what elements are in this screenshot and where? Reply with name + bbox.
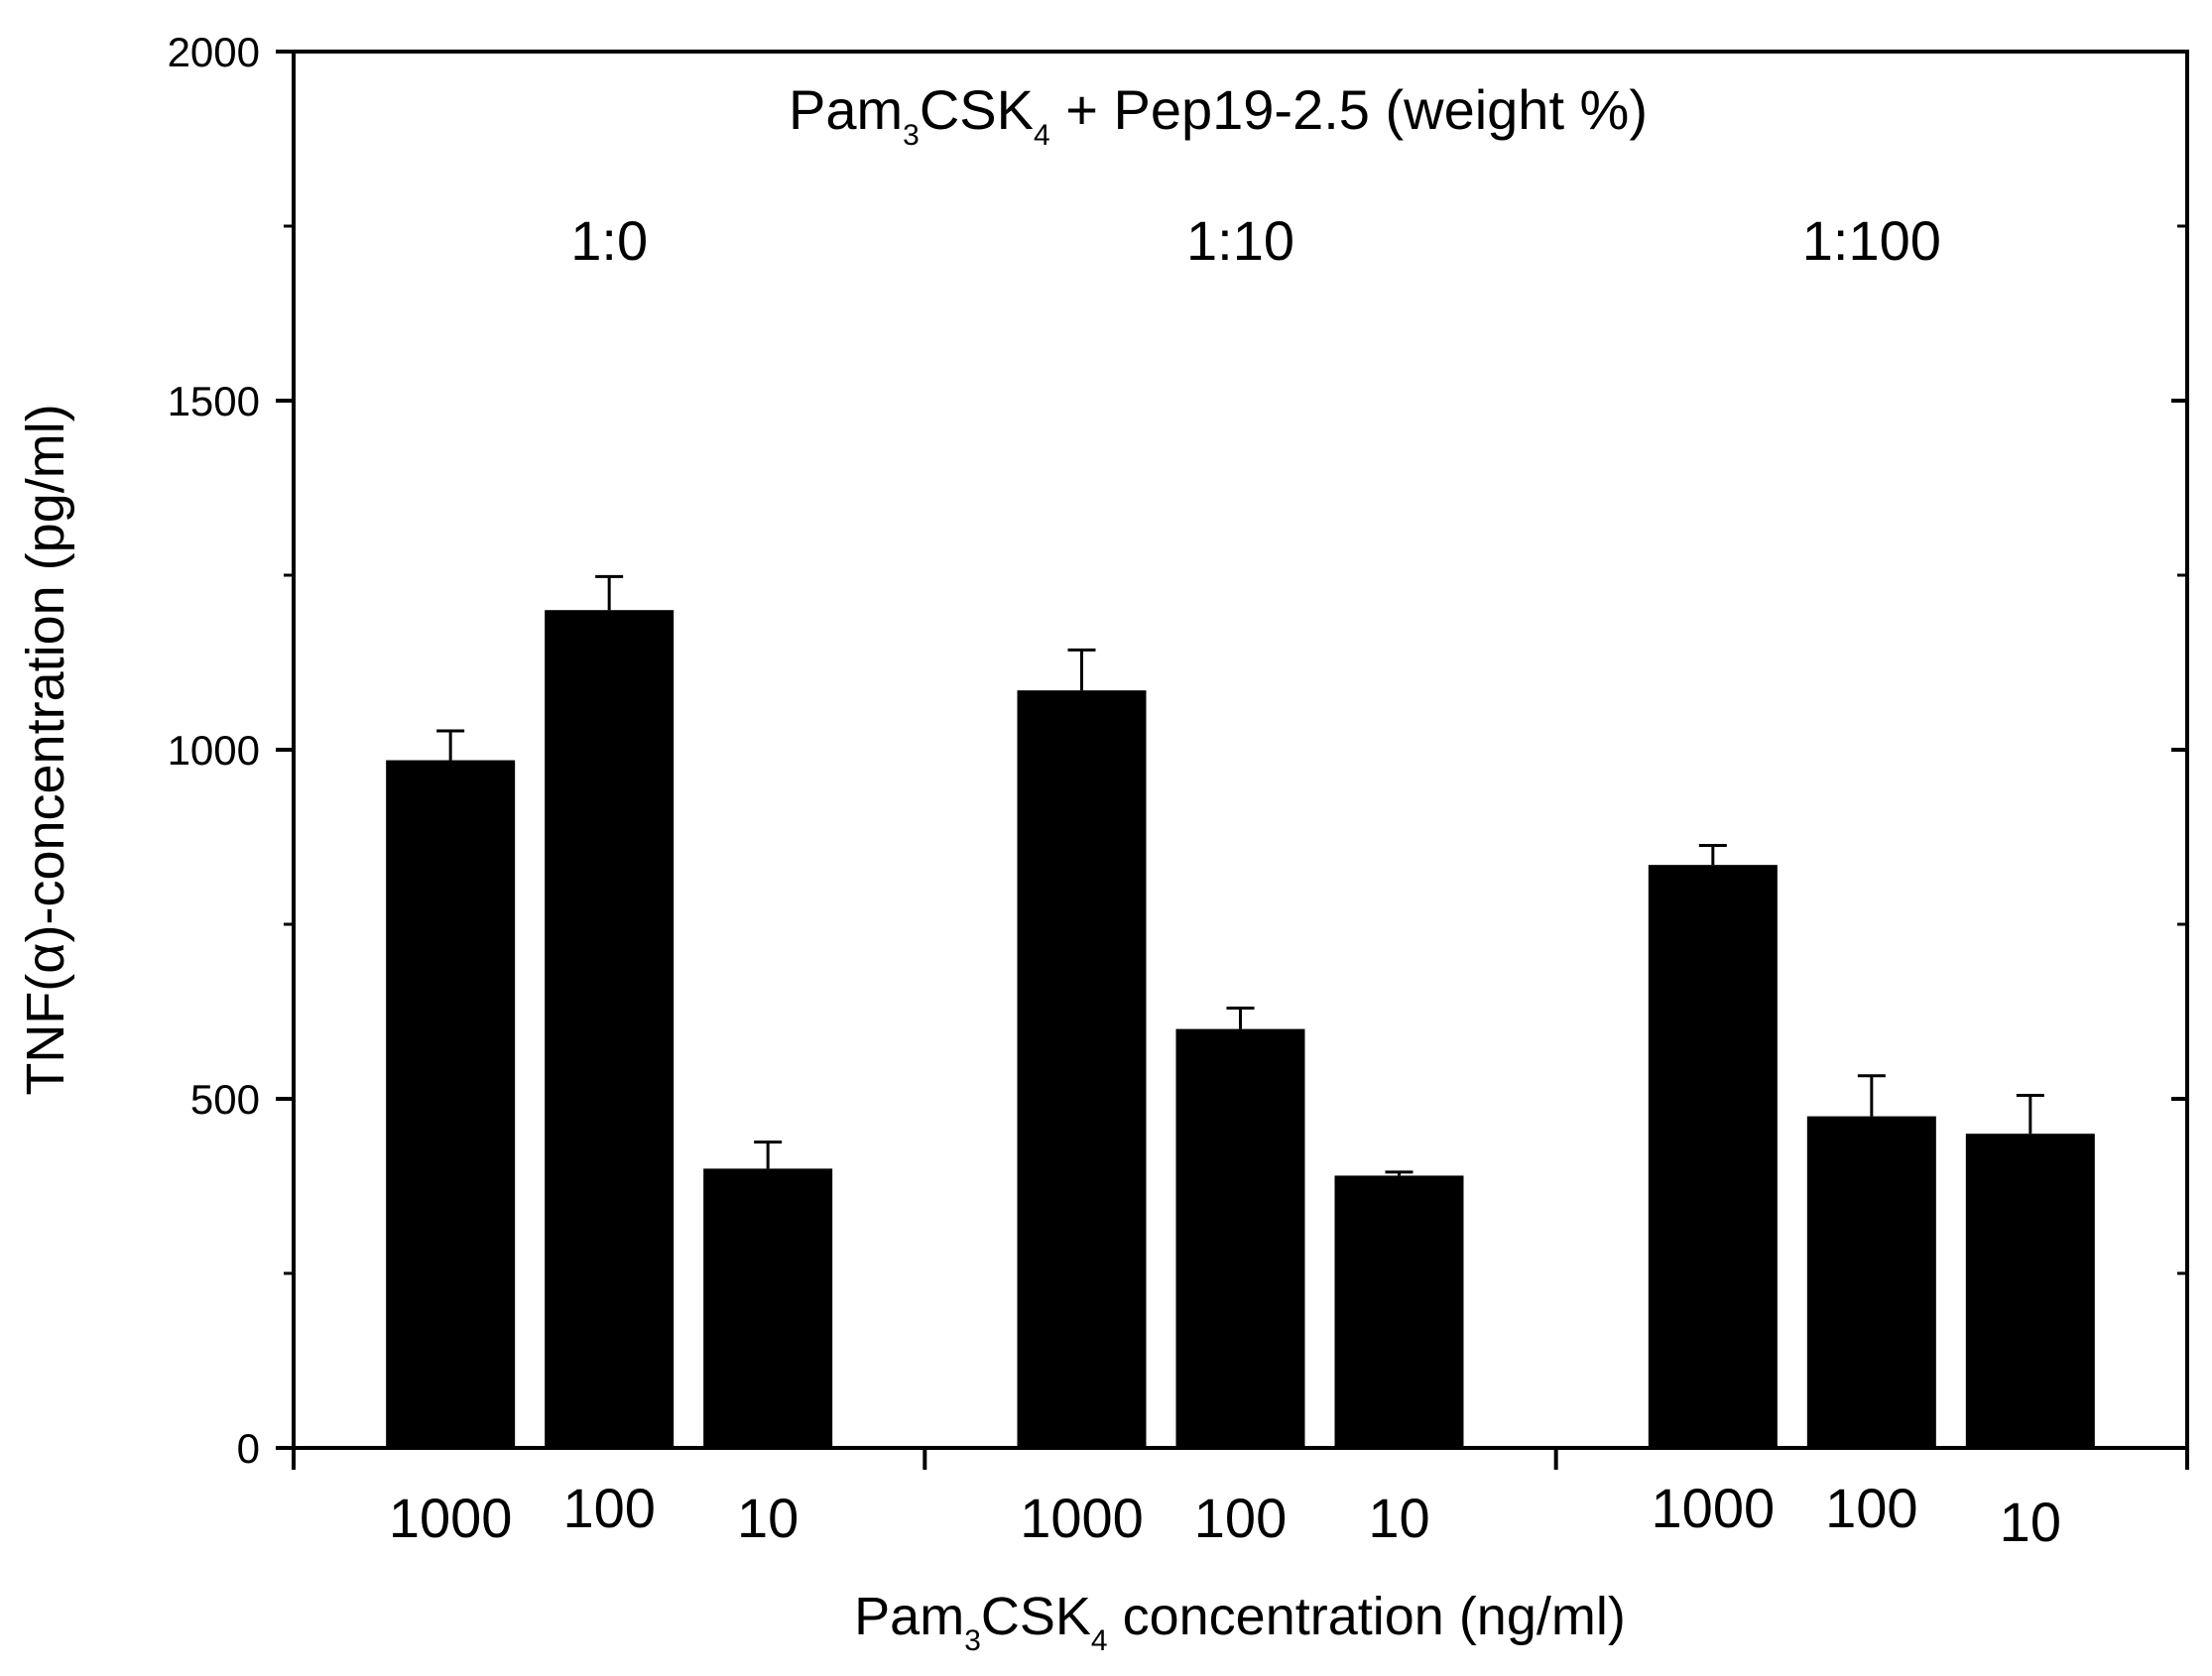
bar xyxy=(1017,690,1147,1448)
y-tick-label: 500 xyxy=(190,1076,260,1123)
xlabel-part-2: CSK xyxy=(981,1587,1091,1646)
category-label: 1000 xyxy=(1020,1487,1144,1549)
y-tick-label: 0 xyxy=(237,1425,260,1472)
y-tick-label: 1000 xyxy=(168,727,260,774)
xlabel-part-1: Pam xyxy=(854,1587,964,1646)
bar xyxy=(1334,1175,1464,1448)
bar xyxy=(386,760,516,1448)
bar xyxy=(1648,865,1778,1448)
title-part-1: Pam xyxy=(789,78,903,141)
title-sub-2: 4 xyxy=(1034,119,1050,152)
xlabel-part-3: concentration (ng/ml) xyxy=(1108,1587,1626,1646)
title-sub-1: 3 xyxy=(903,119,920,152)
bar xyxy=(1965,1134,2095,1448)
chart-title: Pam3CSK4 + Pep19-2.5 (weight %) xyxy=(789,78,1648,152)
title-part-2: CSK xyxy=(920,78,1034,141)
category-label: 1000 xyxy=(1652,1477,1776,1539)
bar xyxy=(1175,1028,1305,1448)
category-label: 1000 xyxy=(389,1487,513,1549)
category-label: 100 xyxy=(1825,1477,1917,1539)
bars xyxy=(386,574,2095,1448)
bar xyxy=(545,610,675,1448)
bar xyxy=(703,1168,833,1448)
category-label: 100 xyxy=(1194,1487,1287,1549)
title-part-3: + Pep19-2.5 (weight %) xyxy=(1050,78,1648,141)
category-label: 100 xyxy=(562,1477,655,1539)
y-tick-label: 1500 xyxy=(168,378,260,424)
y-tick-label: 2000 xyxy=(168,29,260,75)
x-axis-label: Pam3CSK4 concentration (ng/ml) xyxy=(854,1587,1626,1657)
group-label: 1:10 xyxy=(1186,209,1294,272)
group-label: 1:100 xyxy=(1802,209,1941,272)
xlabel-sub-1: 3 xyxy=(964,1624,981,1657)
y-axis-label: TNF(α)-concentration (pg/ml) xyxy=(16,404,75,1095)
category-label: 10 xyxy=(1368,1487,1429,1549)
group-label: 1:0 xyxy=(570,209,648,272)
category-label: 10 xyxy=(2000,1491,2061,1553)
bar xyxy=(1806,1116,1936,1448)
category-label: 10 xyxy=(737,1487,799,1549)
y-axis: 0 500 1000 1500 2000 xyxy=(168,29,2187,1472)
x-axis: 1:0 1000 100 10 1:10 1000 100 10 1:100 1000 100 10 xyxy=(292,209,2189,1553)
xlabel-sub-2: 4 xyxy=(1091,1624,1108,1657)
